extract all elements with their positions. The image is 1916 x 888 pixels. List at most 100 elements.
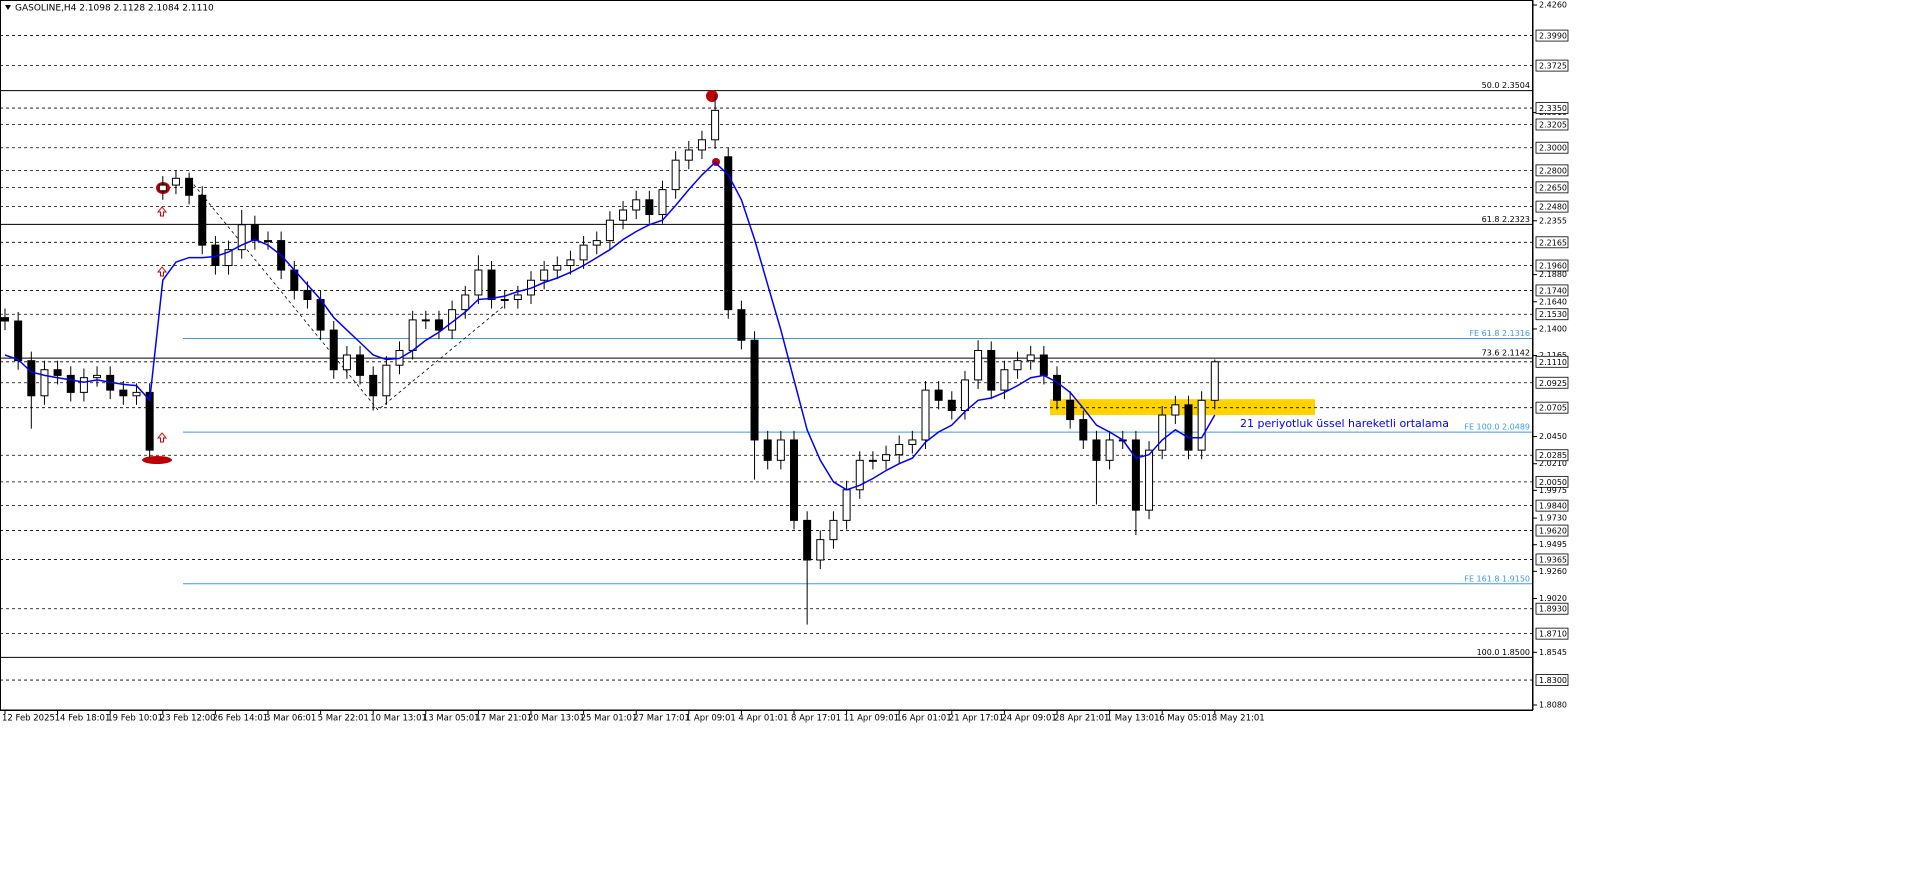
level-label-box [1535,118,1569,131]
level-label-box [1535,674,1569,686]
level-label-box [1535,475,1569,488]
candle-body [1145,449,1154,511]
candle-body [264,240,272,243]
level-label: 2.3725 [1539,62,1567,71]
level-label: 2.3350 [1539,104,1567,113]
y-tick-label: 1.8080 [1539,701,1567,710]
candle-body [1105,439,1114,461]
candle-body [79,377,88,393]
candle-body [132,391,141,397]
candle-body [27,360,36,397]
ema-annotation: 21 periyotluk üssel hareketli ortalama [1240,417,1449,430]
candle-body [1000,369,1009,391]
candle-body [342,354,351,371]
candle-body [1079,419,1088,441]
level-label-box [1535,59,1569,72]
fib-label: 61.8 2.2323 [1482,215,1530,224]
chart-title: GASOLINE,H4 2.1098 2.1128 2.1084 2.1110 [15,4,214,14]
candle-body [1092,439,1101,461]
candle-body [1053,374,1061,401]
menu-triangle [5,5,11,10]
level-label-box [1535,308,1569,321]
candle-body [1013,360,1022,371]
level-label: 1.9365 [1539,555,1567,564]
candle-body [1171,404,1180,416]
y-tick-label: 2.2355 [1539,216,1567,225]
candle-body [592,240,601,246]
x-tick-label: 4 Apr 01:01 [738,714,788,724]
y-tick-label: 2.1640 [1539,297,1567,306]
candle-body [119,389,128,397]
level-label-box [1535,401,1569,414]
x-tick-label: 19 Feb 10:01 [107,714,163,724]
candle-body [842,489,851,521]
candle-body [1210,361,1219,401]
level-label-box [1535,499,1569,512]
up-arrow [156,432,168,443]
x-tick-label: 13 Mar 05:01 [423,714,480,724]
candle-body [868,459,877,462]
candle-body [40,369,49,397]
candle-body [776,439,785,461]
y-tick-label: 1.9020 [1539,594,1567,603]
fib-label: 73.6 2.1142 [1482,349,1530,358]
x-tick-label: 21 Apr 17:01 [949,714,1004,724]
level-label: 2.0925 [1539,379,1567,388]
candle-body [171,177,180,186]
candle-body [619,209,628,221]
level-label: 1.8300 [1539,676,1567,685]
level-label-box [1535,524,1569,537]
candle-body [632,199,641,211]
y-tick-label: 2.1165 [1539,351,1567,360]
candle-body [671,159,680,191]
candle-body [474,269,483,296]
level-label-box [1535,141,1569,154]
level-label: 2.2800 [1539,166,1567,175]
level-label-box [1535,627,1569,640]
level-label-box [1535,449,1569,462]
fe-label: FE 100.0 2.0489 [1464,423,1530,432]
x-tick-label: 24 Apr 09:01 [1001,714,1056,724]
candle-body [684,149,693,161]
fib-label: 50.0 2.3504 [1482,81,1530,90]
level-label-box [1535,164,1569,177]
level-label: 2.0050 [1539,478,1567,487]
candle-body [461,294,470,311]
fe-label: FE 61.8 2.1316 [1469,329,1530,338]
y-tick-label: 2.0210 [1539,459,1567,468]
fib-label: 100.0 1.8500 [1477,648,1530,657]
candle-body [605,219,614,242]
pivot-marker [706,90,718,102]
x-tick-label: 11 Apr 09:01 [844,714,899,724]
level-label-box [1535,200,1569,213]
candle-body [14,320,23,362]
level-label: 2.2480 [1539,203,1567,212]
candle-body [487,269,496,300]
candle-body [329,329,338,371]
plot-frame [0,0,1533,711]
candle-body [908,439,917,445]
level-label: 1.8710 [1539,630,1567,639]
candle-body [303,289,312,300]
x-tick-label: 5 Mar 22:01 [318,714,369,724]
candle-body [1197,399,1206,451]
x-tick-label: 23 Feb 12:00 [160,714,216,724]
candle-body [934,389,943,401]
level-label-box [1535,284,1569,297]
level-label: 1.9840 [1539,502,1567,511]
y-tick-label: 1.8545 [1539,648,1567,657]
y-tick-label: 2.4260 [1539,1,1567,10]
x-tick-label: 26 Feb 14:01 [212,714,268,724]
x-tick-label: 25 Mar 01:01 [581,714,638,724]
x-tick-label: 17 Mar 21:01 [475,714,532,724]
y-tick-label: 1.9730 [1539,514,1567,523]
candle-body [250,224,259,242]
candle-body [987,349,996,391]
level-label: 2.3000 [1539,144,1567,153]
candle-body [553,265,562,271]
candle-body [566,259,575,267]
candle-body [1026,354,1035,362]
candle-body [947,399,956,412]
candle-body [369,374,378,397]
candle-body [829,519,838,541]
